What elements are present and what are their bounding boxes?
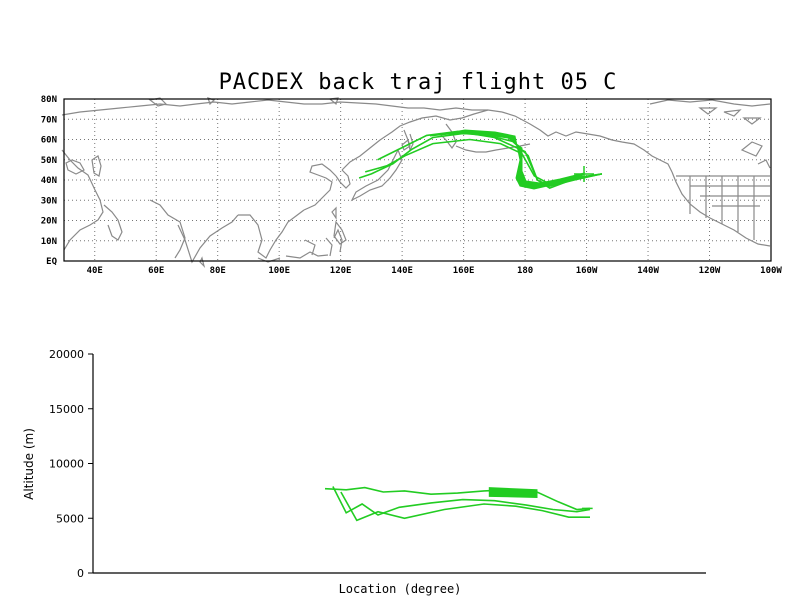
map-longitude-labels: 40E 60E 80E 100E 120E 140E 160E 180 160W 140W 120W… (87, 266, 783, 276)
lon-tick-label: 80E (210, 266, 226, 276)
lat-tick-label: 20N (41, 217, 57, 227)
profile-y-tick-label: 15000 (49, 403, 84, 416)
lon-tick-label: 180 (517, 266, 533, 276)
profile-ylabel: Altitude (m) (22, 428, 36, 500)
lat-tick-label: 60N (41, 136, 57, 146)
lon-tick-label: 160W (576, 266, 598, 276)
profile-y-tick-label: 20000 (49, 348, 84, 361)
lon-tick-label: 60E (148, 266, 164, 276)
profile-series (324, 486, 593, 522)
altitude-profile-line (340, 491, 590, 522)
profile-y-tick-label: 5000 (56, 512, 84, 525)
lon-tick-label: 100E (268, 266, 290, 276)
profile-xlabel: Location (degree) (339, 582, 462, 596)
lon-tick-label: 40E (87, 266, 103, 276)
lat-tick-label: 80N (41, 95, 57, 105)
map-latitude-labels: EQ 10N 20N 30N 40N 50N 60N 70N 80N (41, 95, 58, 267)
lat-tick-label: 40N (41, 176, 57, 186)
map-gridlines (64, 99, 772, 261)
lon-tick-label: 140E (391, 266, 413, 276)
lat-tick-label: 10N (41, 237, 57, 247)
profile-y-tick-label: 10000 (49, 458, 84, 471)
profile-y-ticks: 0 5000 10000 15000 20000 (49, 348, 93, 580)
lon-tick-label: 120E (330, 266, 352, 276)
profile-y-tick-label: 0 (77, 567, 84, 580)
lon-tick-label: 100W (760, 266, 782, 276)
altitude-profile-band (488, 487, 538, 498)
lat-tick-label: 50N (41, 156, 57, 166)
figure-title: PACDEX back traj flight 05 C (219, 70, 618, 95)
lat-tick-label: 30N (41, 196, 57, 206)
lon-tick-label: 140W (637, 266, 659, 276)
altitude-profile-line (332, 486, 591, 516)
lon-tick-label: 160E (453, 266, 475, 276)
lat-tick-label: 70N (41, 115, 57, 125)
source-marker (574, 166, 594, 182)
map-trajectory-line (377, 130, 603, 189)
map-panel: EQ 10N 20N 30N 40N 50N 60N 70N 80N 40E 60E 80E 100E… (41, 95, 783, 276)
altitude-profile-line (324, 486, 591, 511)
lat-tick-label: EQ (46, 257, 57, 267)
altitude-profile-panel: 0 5000 10000 15000 20000 Altitude (m) Locati… (22, 348, 706, 596)
map-frame (63, 98, 772, 262)
lon-tick-label: 120W (699, 266, 721, 276)
